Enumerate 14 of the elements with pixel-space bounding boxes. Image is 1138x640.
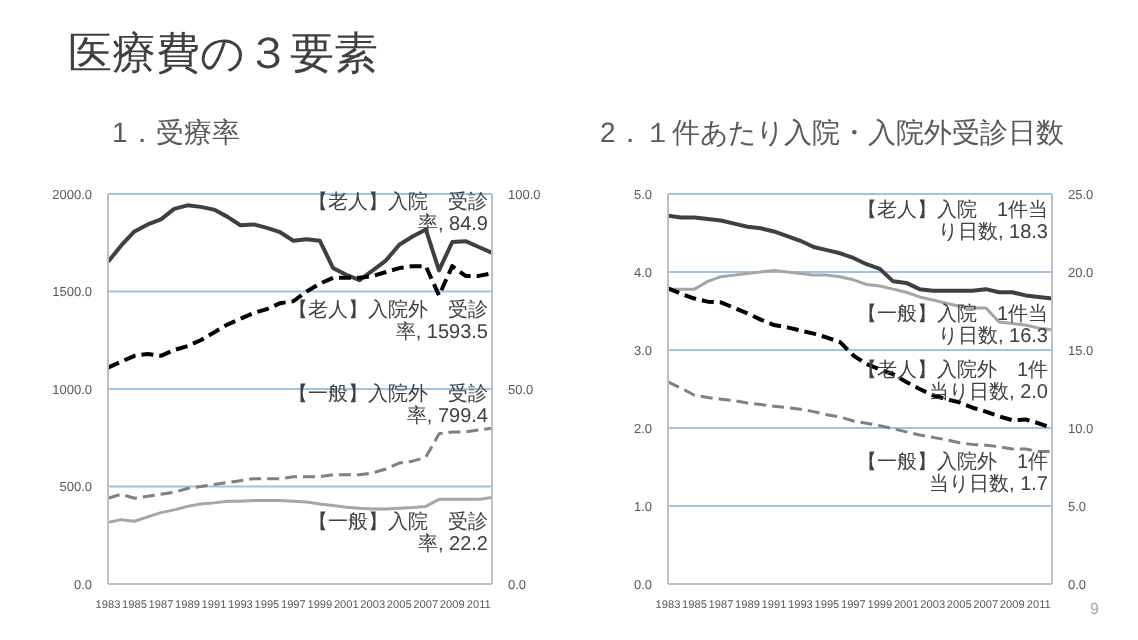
text: 【老人】入院 受診率, 84.9 [308,192,488,236]
text: 【一般】入院外 受診率, 799.4 [288,384,488,428]
text: 【一般】入院 受診率, 22.2 [308,512,488,556]
text: 【一般】入院外 1件当り日数, 1.7 [856,452,1048,496]
chart-title: 医療費の３要素 [68,26,378,82]
line-series [106,264,494,370]
text: 【老人】入院 1件当り日数, 18.3 [856,200,1048,244]
text: 9 [1090,600,1099,618]
line-series [666,380,1054,453]
text: 【老人】入院外 受診率, 1593.5 [288,300,488,344]
line-series [106,426,494,500]
text: 【一般】入院 1件当り日数, 16.3 [856,304,1048,348]
chart-title: 2．１件あたり入院・入院外受診日数 [600,116,1064,152]
chart-subtitle: 1．受療率 [112,116,240,152]
